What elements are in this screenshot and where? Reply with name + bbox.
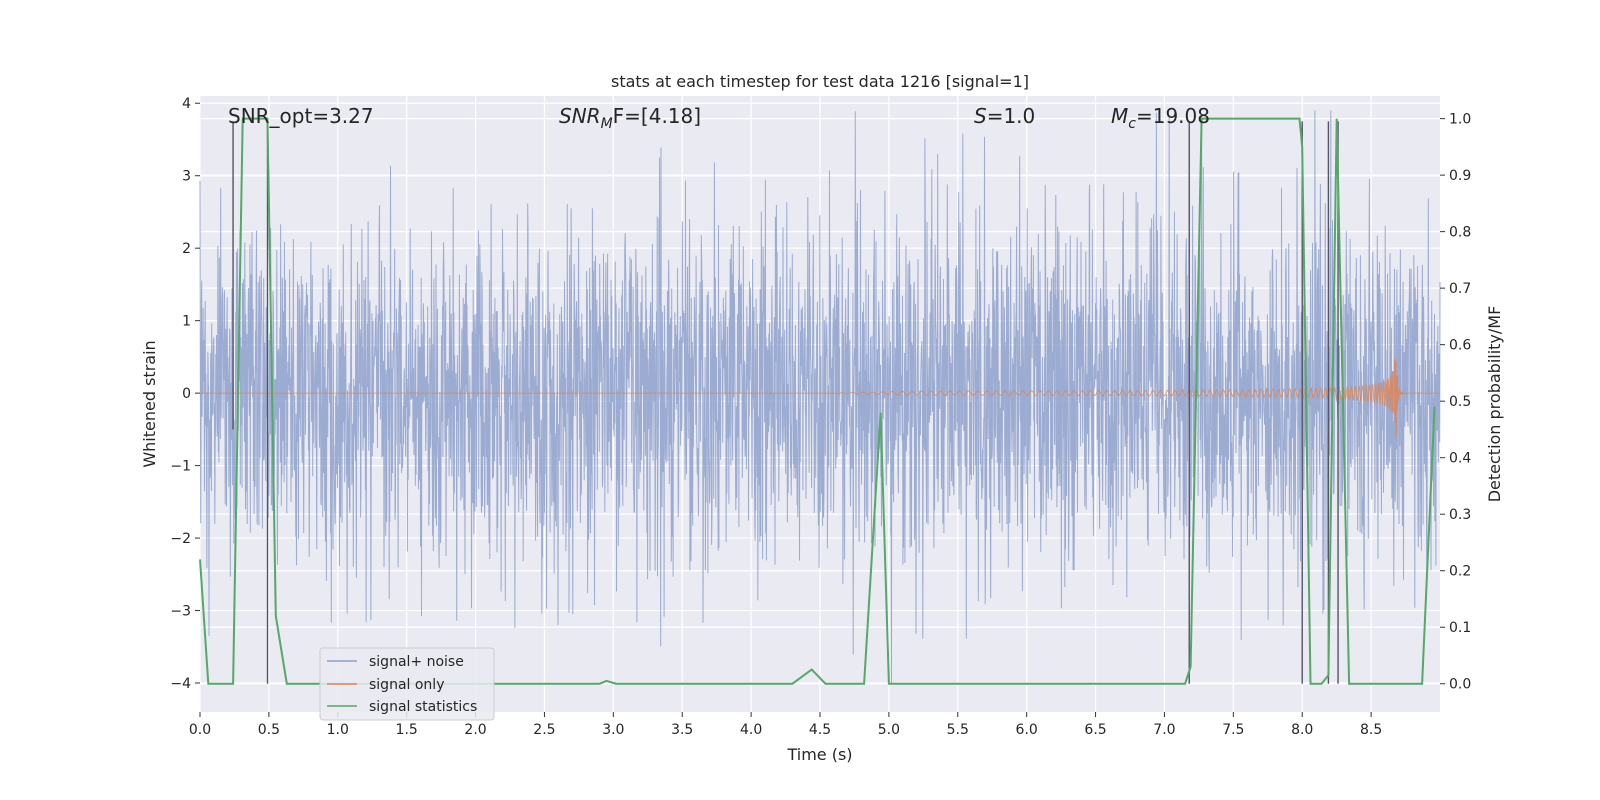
x-tick-label: 4.5 <box>809 722 831 738</box>
legend-box <box>319 647 495 721</box>
annotation-snr-mf-tail: F=[4.18] <box>613 104 701 128</box>
x-axis-label: Time (s) <box>786 745 852 764</box>
x-tick-label: 1.5 <box>396 722 418 738</box>
y-tick-label-left: 4 <box>182 96 191 112</box>
legend: signal+ noise signal only signal statist… <box>319 647 495 721</box>
x-tick-label: 0.0 <box>189 722 211 738</box>
signal-only-line <box>199 358 1440 437</box>
y-tick-label-left: 0 <box>182 386 191 402</box>
y-tick-label-right: 0.0 <box>1449 677 1471 693</box>
annotation-snr-mf-main: SNR <box>559 104 601 128</box>
y-tick-label-left: −2 <box>170 531 191 547</box>
signal-noise-line <box>199 110 1441 684</box>
y-axis-label-left: Whitened strain <box>140 340 159 467</box>
annotation-snr-mf: SNRMF=[4.18] <box>559 104 701 132</box>
x-tick-label: 6.0 <box>1016 722 1038 738</box>
chart-title: stats at each timestep for test data 121… <box>611 72 1029 91</box>
x-tick-label: 6.5 <box>1084 722 1106 738</box>
y-tick-label-left: −4 <box>170 676 191 692</box>
x-tick-label: 5.5 <box>947 722 969 738</box>
ticks: 0.0 0.5 1.0 1.5 2.0 2.5 3.0 3.5 4.0 4.5 5.0 5.5 6.0 6… <box>170 96 1471 738</box>
y-tick-label-right: 0.2 <box>1449 564 1471 580</box>
x-tick-label: 8.5 <box>1360 722 1382 738</box>
y-tick-label-left: −1 <box>170 459 191 475</box>
y-tick-label-right: 0.3 <box>1449 507 1471 523</box>
annotation-snr-opt: SNR_opt=3.27 <box>228 104 374 128</box>
legend-label-signal-only: signal only <box>369 677 444 693</box>
y-axis-label-right: Detection probability/MF <box>1485 306 1504 503</box>
x-tick-label: 2.0 <box>464 722 486 738</box>
y-tick-label-right: 0.6 <box>1449 338 1471 354</box>
y-tick-label-right: 0.8 <box>1449 225 1471 241</box>
x-tick-label: 7.5 <box>1222 722 1244 738</box>
y-tick-label-right: 0.4 <box>1449 451 1471 467</box>
annotation-mc-main: M <box>1111 104 1128 128</box>
y-tick-label-right: 0.5 <box>1449 394 1471 410</box>
y-tick-label-right: 0.7 <box>1449 281 1471 297</box>
x-tick-label: 5.0 <box>878 722 900 738</box>
annotation-s-tail: =1.0 <box>987 104 1036 128</box>
x-tick-label: 3.0 <box>602 722 624 738</box>
signal-only-series <box>199 358 1440 437</box>
legend-label-signal-statistics: signal statistics <box>369 699 477 715</box>
x-tick-label: 3.5 <box>671 722 693 738</box>
x-tick-label: 8.0 <box>1291 722 1313 738</box>
annotation-mc-sub: c <box>1128 116 1136 132</box>
annotation-s: S=1.0 <box>974 104 1035 128</box>
y-tick-label-left: 1 <box>182 314 191 330</box>
signal-statistics-series <box>199 117 1436 685</box>
annotation-s-main: S <box>974 104 987 128</box>
signal-statistics-line <box>199 117 1436 685</box>
y-tick-label-left: 3 <box>182 169 191 185</box>
legend-label-signal-noise: signal+ noise <box>369 654 464 670</box>
x-tick-label: 7.0 <box>1153 722 1175 738</box>
x-tick-label: 1.0 <box>327 722 349 738</box>
x-tick-label: 4.0 <box>740 722 762 738</box>
annotation-mc-tail: =19.08 <box>1136 104 1210 128</box>
x-tick-label: 2.5 <box>533 722 555 738</box>
y-tick-label-right: 0.1 <box>1449 620 1471 636</box>
x-tick-label: 0.5 <box>258 722 280 738</box>
signal-noise-series <box>199 110 1441 684</box>
y-tick-label-right: 0.9 <box>1449 168 1471 184</box>
annotation-snr-mf-sub: M <box>601 116 613 132</box>
y-tick-label-left: 2 <box>182 241 191 257</box>
annotation-mc: Mc=19.08 <box>1111 104 1210 132</box>
y-tick-label-left: −3 <box>170 604 191 620</box>
y-tick-label-right: 1.0 <box>1449 112 1471 128</box>
